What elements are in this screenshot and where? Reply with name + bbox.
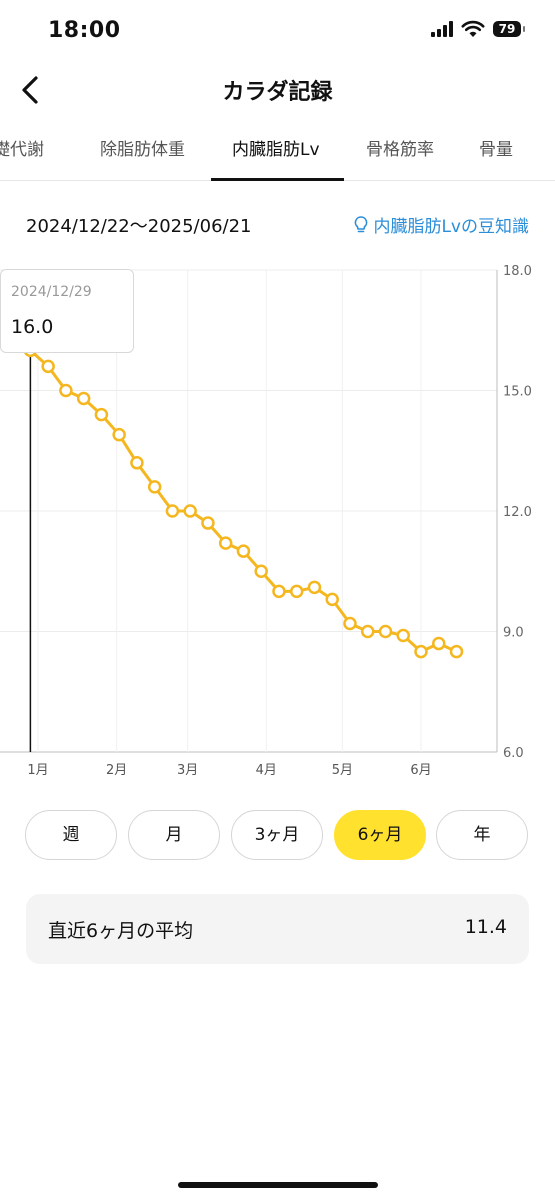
y-tick-label: 12.0 — [503, 505, 532, 520]
data-point — [360, 624, 375, 639]
data-point — [76, 391, 91, 406]
data-point — [94, 407, 109, 422]
data-point — [272, 584, 286, 599]
data-point — [289, 584, 304, 599]
selected-point-tooltip: 2024/12/29 16.0 — [0, 269, 134, 353]
x-tick-label: 6月 — [410, 763, 431, 778]
data-point — [343, 616, 357, 631]
tips-link-label: 内臓脂肪Lvの豆知識 — [373, 217, 529, 237]
metric-tabs: 基礎代謝 除脂肪体重 内臓脂肪Lv 骨格筋率 骨量 — [0, 120, 555, 181]
data-point — [325, 592, 339, 607]
y-tick-label: 6.0 — [503, 746, 524, 761]
data-point — [449, 644, 464, 659]
home-indicator — [178, 1182, 378, 1188]
tab-basal-metabolism[interactable]: 基礎代謝 — [0, 140, 44, 160]
data-point — [378, 624, 393, 639]
y-tick-label: 15.0 — [503, 385, 532, 400]
data-point — [396, 628, 410, 643]
x-tick-label: 1月 — [27, 763, 48, 778]
series-line — [29, 349, 458, 654]
battery-icon: 79 — [493, 21, 525, 37]
data-point — [201, 516, 215, 530]
date-range: 2024/12/22〜2025/06/21 — [26, 216, 252, 237]
tooltip-date: 2024/12/29 — [11, 284, 92, 300]
tips-link[interactable]: 内臓脂肪Lvの豆知識 — [353, 212, 529, 237]
data-point — [183, 504, 197, 518]
data-point — [236, 544, 251, 558]
nav-bar: カラダ記録 — [0, 62, 555, 118]
page-title: カラダ記録 — [222, 80, 333, 105]
x-tick-label: 4月 — [256, 763, 277, 778]
visceral-fat-chart[interactable]: 18.0 15.0 12.0 9.0 6.0 1月 2月 3月 4月 5月 6月 — [0, 262, 555, 782]
cellular-signal-icon — [431, 21, 453, 37]
data-point — [307, 580, 322, 595]
chevron-left-icon — [22, 76, 38, 104]
x-tick-label: 3月 — [177, 763, 198, 778]
period-selector: 週 月 3ヶ月 6ヶ月 年 — [25, 810, 530, 862]
wifi-icon — [461, 20, 485, 37]
data-point — [112, 427, 126, 442]
data-point — [254, 564, 268, 578]
tab-visceral-fat-level[interactable]: 内臓脂肪Lv — [232, 140, 320, 160]
average-label: 直近6ヶ月の平均 — [48, 920, 194, 942]
period-3-months-button[interactable]: 3ヶ月 — [231, 810, 323, 860]
period-week-button[interactable]: 週 — [25, 810, 117, 860]
line-chart: 18.0 15.0 12.0 9.0 6.0 1月 2月 3月 4月 5月 6月 — [0, 264, 532, 778]
data-point — [147, 480, 162, 494]
period-year-button[interactable]: 年 — [436, 810, 528, 860]
tooltip-value: 16.0 — [11, 316, 54, 338]
data-point — [432, 636, 446, 651]
data-point — [41, 359, 55, 374]
data-point — [414, 644, 428, 659]
tab-lean-body-mass[interactable]: 除脂肪体重 — [100, 140, 185, 160]
period-month-button[interactable]: 月 — [128, 810, 220, 860]
data-point — [59, 383, 73, 398]
average-card: 直近6ヶ月の平均 11.4 — [26, 894, 529, 964]
tab-skeletal-muscle-rate[interactable]: 骨格筋率 — [366, 140, 434, 160]
data-point — [165, 504, 180, 518]
tab-bone-mass[interactable]: 骨量 — [479, 140, 513, 160]
x-tick-label: 5月 — [332, 763, 353, 778]
y-tick-label: 9.0 — [503, 626, 524, 641]
x-tick-label: 2月 — [106, 763, 127, 778]
lightbulb-icon — [355, 215, 368, 232]
period-6-months-button[interactable]: 6ヶ月 — [334, 810, 426, 860]
active-tab-indicator — [211, 178, 344, 181]
status-time: 18:00 — [48, 18, 121, 43]
data-point — [218, 536, 233, 550]
data-point — [130, 456, 144, 470]
status-icons: 79 — [431, 20, 525, 38]
y-tick-label: 18.0 — [503, 264, 532, 279]
status-bar: 18:00 79 — [0, 0, 555, 62]
back-button[interactable] — [10, 68, 50, 112]
average-value: 11.4 — [464, 916, 507, 938]
